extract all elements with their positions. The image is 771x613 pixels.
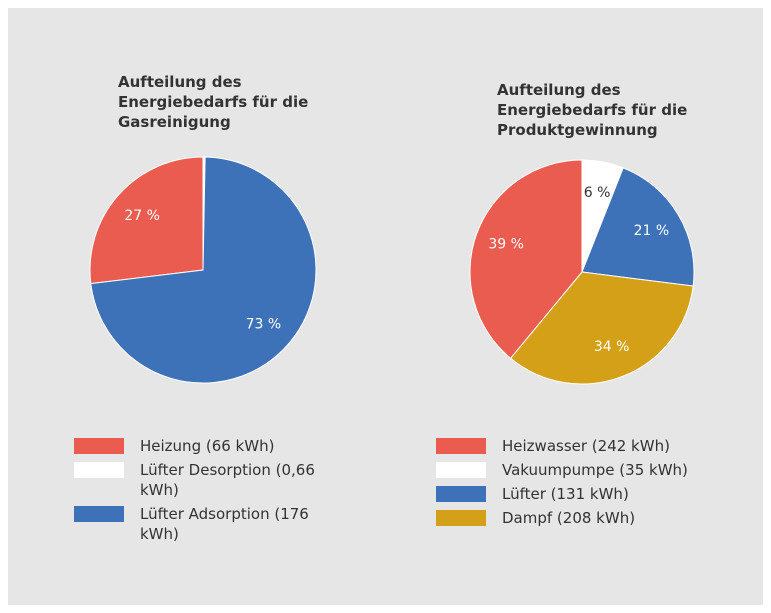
legend-item: Lüfter Desorption (0,66 kWh)	[74, 460, 330, 500]
legend-label: Lüfter Desorption (0,66 kWh)	[140, 461, 315, 499]
legend-item: Heizwasser (242 kWh)	[436, 436, 692, 456]
legend-swatch	[74, 462, 124, 478]
legend: Heizwasser (242 kWh) Vakuumpumpe (35 kWh)…	[436, 436, 692, 532]
legend-item: Lüfter (131 kWh)	[436, 484, 692, 504]
legend-label: Heizung (66 kWh)	[140, 437, 275, 455]
slice-label: 39 %	[488, 237, 524, 253]
legend-label: Lüfter Adsorption (176 kWh)	[140, 505, 309, 543]
pie-slice	[90, 156, 317, 384]
legend-item: Dampf (208 kWh)	[436, 508, 692, 528]
legend-swatch	[436, 462, 486, 478]
slice-label: 34 %	[594, 339, 630, 355]
legend-label: Lüfter (131 kWh)	[502, 485, 629, 503]
legend-label: Vakuumpumpe (35 kWh)	[502, 461, 688, 479]
chart-title: Aufteilung des Energiebedarfs für die Ga…	[118, 73, 309, 131]
pie-slice	[509, 271, 694, 385]
pie-slice	[89, 156, 204, 285]
legend-label: Dampf (208 kWh)	[502, 509, 636, 527]
chart-title: Aufteilung des Energiebedarfs für die Pr…	[497, 81, 688, 139]
pie-slice	[469, 159, 583, 360]
legend-item: Vakuumpumpe (35 kWh)	[436, 460, 692, 480]
slice-label: 73 %	[246, 317, 282, 333]
pie-slice	[581, 167, 695, 287]
legend-swatch	[436, 438, 486, 454]
legend-label: Heizwasser (242 kWh)	[502, 437, 670, 455]
legend: Heizung (66 kWh) Lüfter Desorption (0,66 …	[74, 436, 330, 548]
slice-label: 6 %	[584, 185, 611, 201]
slice-label: 27 %	[124, 208, 160, 224]
legend-swatch	[74, 506, 124, 522]
legend-swatch	[74, 438, 124, 454]
legend-swatch	[436, 510, 486, 526]
legend-item: Lüfter Adsorption (176 kWh)	[74, 504, 330, 544]
legend-item: Heizung (66 kWh)	[74, 436, 330, 456]
slice-label: 21 %	[634, 223, 670, 239]
legend-swatch	[436, 486, 486, 502]
